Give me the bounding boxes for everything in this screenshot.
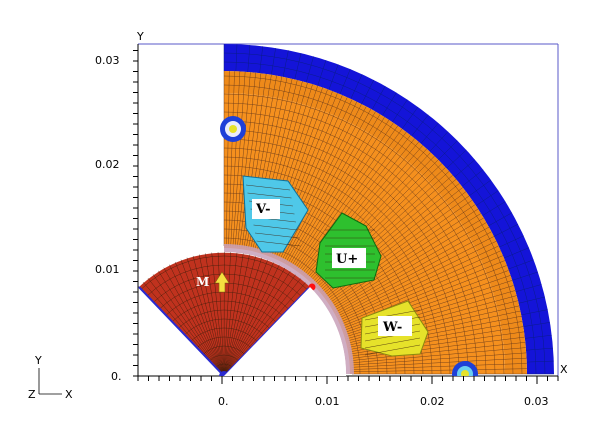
label-bg-u: [332, 248, 366, 268]
triad-x: X: [65, 388, 73, 401]
stator-outer-mesh: [223, 44, 554, 375]
y-tick-1: 0.01: [95, 263, 120, 276]
phase-w-label: W-: [382, 320, 402, 335]
x-tick-0: 0.: [218, 395, 229, 408]
x-tick-2: 0.02: [420, 395, 445, 408]
triad-z: Z: [28, 388, 36, 401]
x-axis-label: X: [560, 363, 568, 376]
x-tick-1: 0.01: [315, 395, 340, 408]
y-axis-label: Y: [136, 30, 144, 43]
cooling-hole-bottom: [452, 361, 478, 376]
phase-v-label: V-: [255, 202, 271, 217]
label-bg-w: [378, 316, 412, 336]
x-tick-3: 0.03: [524, 395, 549, 408]
y-tick-2: 0.02: [95, 158, 120, 171]
phase-u-label: U+: [336, 252, 358, 267]
magnet-label: M: [196, 275, 209, 289]
air-gap: [224, 244, 354, 374]
coordinate-triad: Y Z X: [28, 354, 73, 401]
cooling-hole-top: [220, 116, 246, 142]
y-tick-0: 0.: [111, 370, 122, 383]
axis-ticks: [133, 50, 559, 384]
y-tick-3: 0.03: [95, 54, 120, 67]
triad-y: Y: [34, 354, 42, 367]
magnet-direction-arrow: [214, 271, 230, 293]
bore-void: [224, 287, 347, 376]
stator-outer-ring: [224, 44, 554, 374]
label-bg-v: [252, 199, 280, 219]
